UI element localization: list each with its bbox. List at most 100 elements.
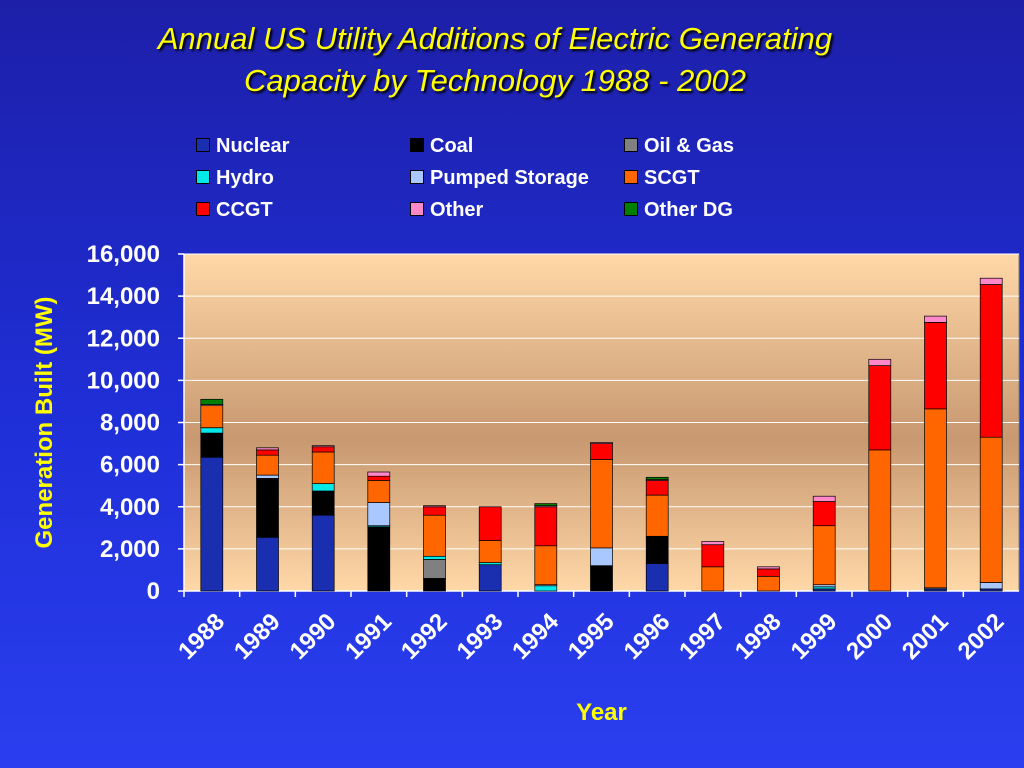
x-tick-label: 1995 bbox=[563, 608, 620, 665]
legend-swatch bbox=[624, 170, 638, 185]
bar-segment bbox=[645, 494, 669, 537]
bar-segment bbox=[311, 451, 335, 484]
legend-swatch bbox=[196, 138, 210, 153]
bar-segment bbox=[256, 477, 279, 538]
bar-segment bbox=[534, 545, 558, 586]
bar-segment bbox=[757, 566, 780, 570]
legend-item: CCGT bbox=[196, 198, 273, 222]
y-tick-label: 2,000 bbox=[100, 536, 160, 563]
y-tick-label: 6,000 bbox=[100, 452, 160, 479]
bar-segment bbox=[423, 505, 446, 508]
x-tick-label: 2002 bbox=[953, 608, 1010, 665]
bar-segment bbox=[367, 471, 391, 477]
y-tick-label: 4,000 bbox=[100, 494, 160, 521]
bar-segment bbox=[979, 284, 1003, 438]
bar-segment bbox=[478, 564, 502, 592]
bar-segment bbox=[256, 474, 279, 479]
bar-segment bbox=[367, 502, 391, 527]
legend-swatch bbox=[410, 202, 424, 217]
x-tick-label: 2000 bbox=[841, 608, 898, 665]
x-tick-label: 1992 bbox=[396, 608, 453, 665]
bar-segment bbox=[868, 358, 892, 366]
chart-title-line-2: Capacity by Technology 1988 - 2002 bbox=[243, 63, 747, 98]
x-tick-label: 1989 bbox=[229, 608, 286, 665]
y-tick-label: 10,000 bbox=[87, 367, 160, 394]
bar-segment bbox=[311, 514, 335, 592]
bar-segment bbox=[590, 459, 613, 549]
bar-segment bbox=[200, 405, 224, 429]
bar-segment bbox=[256, 449, 279, 456]
legend-item: SCGT bbox=[624, 166, 700, 190]
x-tick-label: 1998 bbox=[730, 608, 787, 665]
bar-segment bbox=[311, 445, 335, 448]
x-tick-label: 1990 bbox=[285, 608, 342, 665]
bar-segment bbox=[423, 559, 446, 579]
bar-segment bbox=[701, 541, 725, 546]
legend-label: SCGT bbox=[644, 167, 700, 189]
bar-segment bbox=[590, 565, 613, 592]
bar-segment bbox=[590, 442, 613, 444]
bar-segment bbox=[256, 536, 279, 592]
legend-label: Pumped Storage bbox=[430, 167, 589, 189]
legend-label: Coal bbox=[430, 135, 474, 157]
y-tick-label: 12,000 bbox=[87, 325, 160, 352]
bar-segment bbox=[757, 568, 780, 577]
legend-swatch bbox=[196, 170, 210, 185]
bar-segment bbox=[924, 408, 947, 589]
bar-segment bbox=[812, 501, 836, 527]
bar-segment bbox=[645, 476, 669, 480]
bar-segment bbox=[311, 490, 335, 516]
bar-segment bbox=[423, 578, 446, 592]
legend-swatch bbox=[624, 138, 638, 153]
x-tick-label: 1997 bbox=[674, 608, 731, 665]
legend-label: Other bbox=[430, 199, 484, 221]
legend-label: Nuclear bbox=[216, 135, 290, 157]
legend-label: Hydro bbox=[216, 167, 274, 189]
legend-swatch bbox=[410, 138, 424, 153]
y-tick-label: 0 bbox=[147, 578, 160, 605]
y-tick-label: 14,000 bbox=[87, 283, 160, 310]
legend-item: Pumped Storage bbox=[410, 166, 589, 190]
x-axis-title: Year bbox=[576, 699, 627, 726]
x-tick-label: 2001 bbox=[897, 608, 954, 665]
legend-item: Oil & Gas bbox=[624, 134, 734, 158]
bar-segment bbox=[645, 535, 669, 564]
bar-segment bbox=[979, 277, 1003, 285]
legend-item: Other bbox=[410, 198, 483, 222]
y-tick-label: 16,000 bbox=[87, 241, 160, 268]
bar-segment bbox=[590, 547, 613, 567]
bar-segment bbox=[534, 506, 558, 547]
bar-segment bbox=[423, 506, 446, 516]
bar-segment bbox=[757, 575, 780, 592]
y-tick-label: 8,000 bbox=[100, 410, 160, 437]
x-tick-label: 1991 bbox=[340, 608, 397, 665]
chart-title: Annual US Utility Additions of Electric … bbox=[0, 18, 990, 102]
bar-segment bbox=[645, 563, 669, 592]
legend-item: Nuclear bbox=[196, 134, 289, 158]
chart-title-line-1: Annual US Utility Additions of Electric … bbox=[157, 21, 833, 56]
x-tick-label: 1999 bbox=[786, 608, 843, 665]
bar-segment bbox=[924, 322, 947, 410]
bar-segment bbox=[200, 398, 224, 405]
bar-segment bbox=[200, 456, 224, 592]
bar-segment bbox=[256, 447, 279, 451]
bar-segment bbox=[924, 315, 947, 323]
bar-segment bbox=[701, 566, 725, 592]
legend-item: Coal bbox=[410, 134, 473, 158]
bar-segment bbox=[311, 446, 335, 453]
bar-segment bbox=[367, 480, 391, 503]
bar-segment bbox=[979, 582, 1003, 590]
x-tick-label: 1993 bbox=[452, 608, 509, 665]
bar-segment bbox=[200, 427, 224, 434]
bar-segment bbox=[423, 555, 446, 560]
bar-segment bbox=[200, 432, 224, 458]
bar-segment bbox=[979, 436, 1003, 583]
legend-item: Hydro bbox=[196, 166, 274, 190]
bar-segment bbox=[812, 495, 836, 502]
bar-segment bbox=[311, 483, 335, 492]
x-tick-label: 1996 bbox=[619, 608, 676, 665]
bar-segment bbox=[812, 525, 836, 586]
bar-segment bbox=[367, 475, 391, 481]
